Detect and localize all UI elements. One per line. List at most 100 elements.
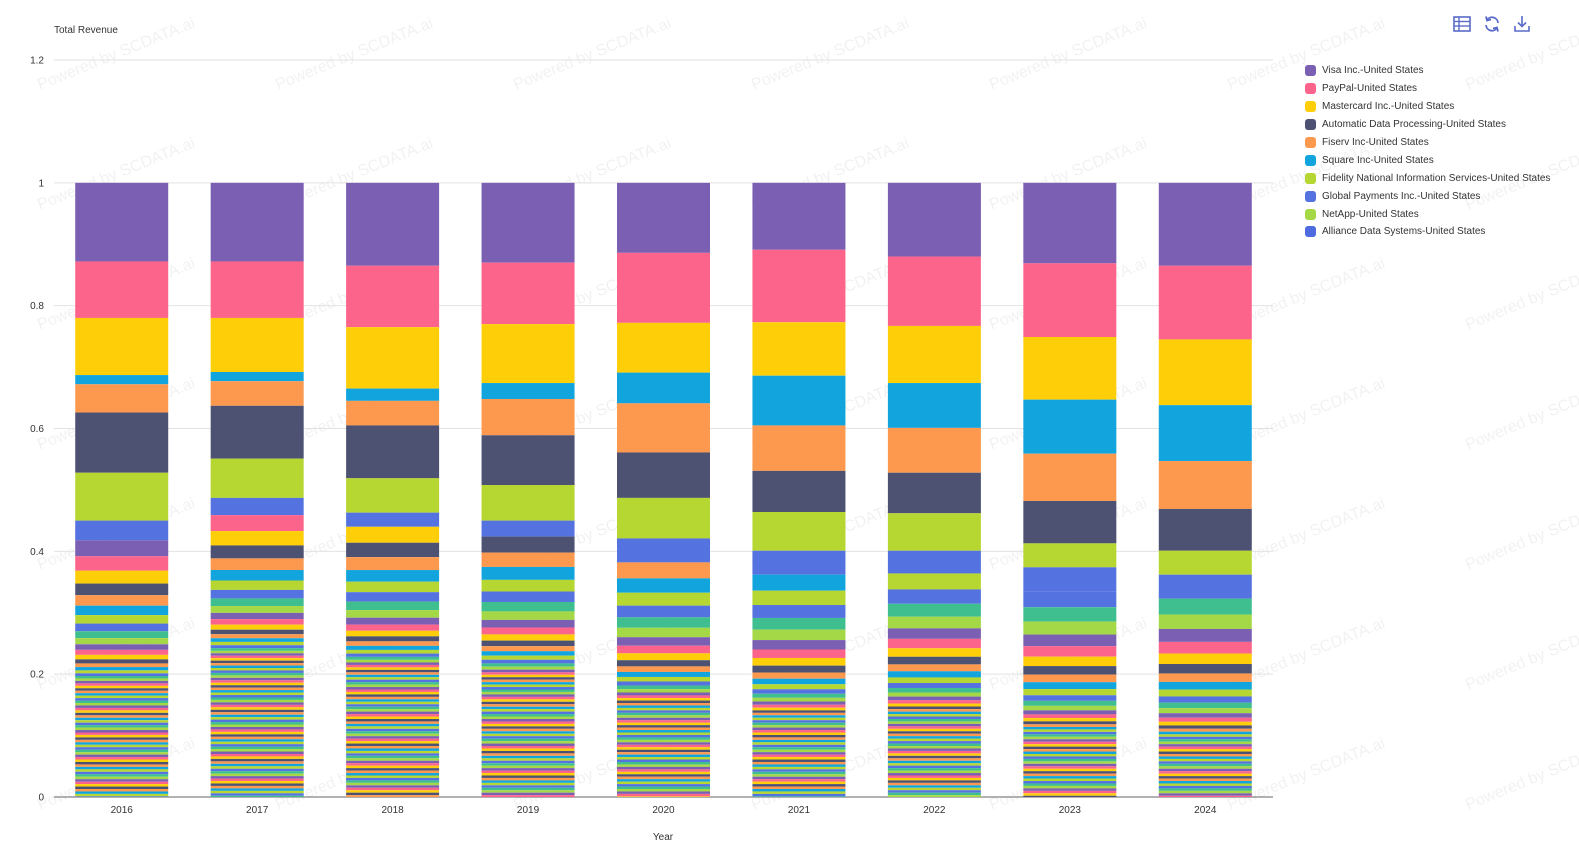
bar-segment[interactable] xyxy=(887,753,981,756)
bar-segment[interactable] xyxy=(346,787,440,791)
bar-segment[interactable] xyxy=(210,580,304,590)
bar-segment[interactable] xyxy=(346,649,440,654)
bar-segment[interactable] xyxy=(210,182,304,262)
bar-segment[interactable] xyxy=(481,743,575,747)
bar-segment[interactable] xyxy=(346,726,440,729)
bar-segment[interactable] xyxy=(346,653,440,657)
bar-segment[interactable] xyxy=(752,672,846,679)
bar-segment[interactable] xyxy=(887,648,981,657)
bar-segment[interactable] xyxy=(1158,753,1252,757)
bar-segment[interactable] xyxy=(1158,741,1252,745)
table-icon[interactable] xyxy=(1452,14,1472,34)
bar-segment[interactable] xyxy=(481,770,575,774)
bar-segment[interactable] xyxy=(346,667,440,670)
bar-segment[interactable] xyxy=(346,679,440,683)
bar-segment[interactable] xyxy=(346,677,440,680)
legend-item[interactable]: NetApp-United States xyxy=(1305,205,1550,223)
bar-segment[interactable] xyxy=(1158,795,1252,797)
bar-segment[interactable] xyxy=(481,646,575,652)
bar-segment[interactable] xyxy=(346,570,440,582)
bar-segment[interactable] xyxy=(210,766,304,769)
bar-segment[interactable] xyxy=(617,666,710,672)
bar-segment[interactable] xyxy=(210,668,304,671)
bar-segment[interactable] xyxy=(346,645,440,650)
bar-segment[interactable] xyxy=(1023,500,1117,544)
bar-segment[interactable] xyxy=(1023,666,1117,675)
bar-segment[interactable] xyxy=(1158,653,1252,665)
bar-segment[interactable] xyxy=(346,741,440,744)
bar-segment[interactable] xyxy=(346,746,440,749)
bar-segment[interactable] xyxy=(617,784,710,787)
bar-segment[interactable] xyxy=(481,795,575,797)
bar-segment[interactable] xyxy=(752,715,846,718)
bar-segment[interactable] xyxy=(75,700,169,704)
bar-segment[interactable] xyxy=(346,768,440,771)
bar-segment[interactable] xyxy=(481,601,575,612)
bar-segment[interactable] xyxy=(210,655,304,659)
bar-segment[interactable] xyxy=(481,733,575,737)
bar-segment[interactable] xyxy=(617,734,710,738)
bar-segment[interactable] xyxy=(481,435,575,486)
bar-segment[interactable] xyxy=(752,701,846,705)
bar-segment[interactable] xyxy=(75,667,169,671)
bar-segment[interactable] xyxy=(75,261,169,318)
bar-segment[interactable] xyxy=(481,748,575,751)
bar-segment[interactable] xyxy=(1158,744,1252,747)
bar-segment[interactable] xyxy=(75,734,169,738)
bar-segment[interactable] xyxy=(75,761,169,765)
bar-segment[interactable] xyxy=(1023,567,1117,592)
bar-segment[interactable] xyxy=(887,709,981,712)
bar-segment[interactable] xyxy=(210,405,304,459)
bar-segment[interactable] xyxy=(481,663,575,667)
bar-segment[interactable] xyxy=(346,526,440,543)
bar-segment[interactable] xyxy=(887,775,981,778)
bar-segment[interactable] xyxy=(1158,614,1252,629)
bar-segment[interactable] xyxy=(617,671,710,677)
bar-segment[interactable] xyxy=(346,706,440,710)
bar-segment[interactable] xyxy=(887,728,981,732)
bar-segment[interactable] xyxy=(75,744,169,748)
bar-segment[interactable] xyxy=(1023,724,1117,727)
bar-segment[interactable] xyxy=(1023,689,1117,696)
bar-segment[interactable] xyxy=(1158,763,1252,767)
bar-segment[interactable] xyxy=(75,678,169,681)
bar-segment[interactable] xyxy=(1023,768,1117,772)
bar-segment[interactable] xyxy=(1158,641,1252,654)
bar-segment[interactable] xyxy=(887,760,981,764)
bar-segment[interactable] xyxy=(1023,756,1117,759)
bar-segment[interactable] xyxy=(346,721,440,724)
bar-segment[interactable] xyxy=(346,750,440,754)
bar-segment[interactable] xyxy=(346,795,440,797)
bar-segment[interactable] xyxy=(346,687,440,690)
bar-segment[interactable] xyxy=(210,641,304,646)
bar-segment[interactable] xyxy=(752,739,846,743)
bar-segment[interactable] xyxy=(1158,681,1252,690)
bar-segment[interactable] xyxy=(617,752,710,755)
bar-segment[interactable] xyxy=(75,774,169,777)
bar-segment[interactable] xyxy=(752,776,846,780)
bar-segment[interactable] xyxy=(887,758,981,761)
bar-segment[interactable] xyxy=(481,782,575,786)
bar-segment[interactable] xyxy=(887,550,981,574)
bar-segment[interactable] xyxy=(481,611,575,620)
bar-segment[interactable] xyxy=(617,562,710,579)
bar-segment[interactable] xyxy=(617,452,710,498)
bar-segment[interactable] xyxy=(210,685,304,688)
bar-segment[interactable] xyxy=(617,796,710,797)
bar-segment[interactable] xyxy=(1158,664,1252,674)
bar-segment[interactable] xyxy=(481,792,575,796)
bar-segment[interactable] xyxy=(617,710,710,713)
bar-segment[interactable] xyxy=(617,737,710,740)
bar-segment[interactable] xyxy=(617,372,710,404)
bar-segment[interactable] xyxy=(75,791,169,794)
bar-segment[interactable] xyxy=(346,753,440,756)
bar-segment[interactable] xyxy=(887,746,981,749)
bar-segment[interactable] xyxy=(210,702,304,705)
bar-segment[interactable] xyxy=(752,764,846,767)
bar-segment[interactable] xyxy=(887,714,981,717)
bar-segment[interactable] xyxy=(481,753,575,756)
bar-segment[interactable] xyxy=(481,640,575,647)
bar-segment[interactable] xyxy=(481,773,575,776)
bar-segment[interactable] xyxy=(346,265,440,328)
bar-segment[interactable] xyxy=(346,723,440,727)
